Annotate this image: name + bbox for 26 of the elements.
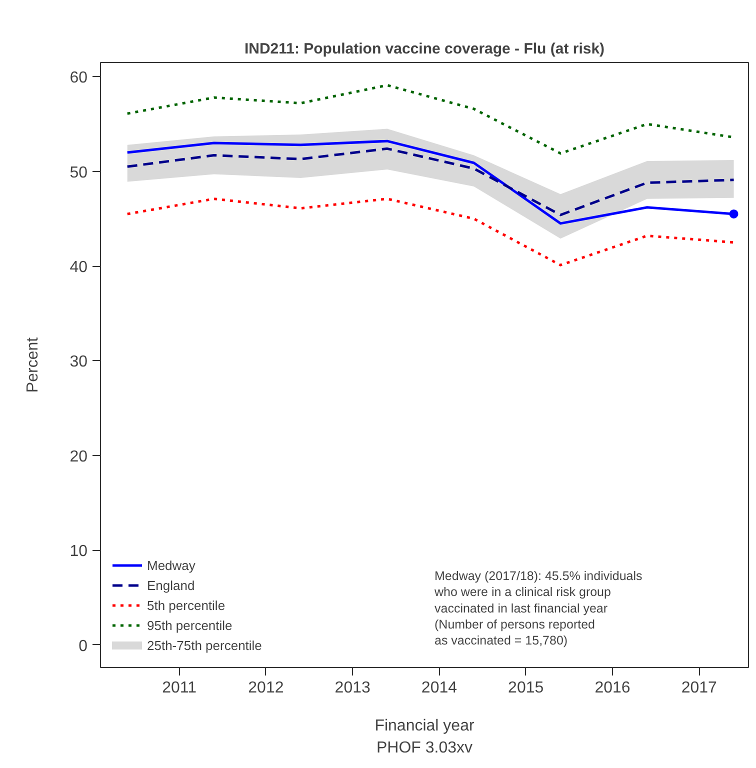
line-series <box>126 147 736 216</box>
legend-label: 95th percentile <box>147 618 232 632</box>
x-tick-label: 2016 <box>594 680 630 696</box>
legend-label: 25th-75th percentile <box>147 638 262 652</box>
y-tick-label: 50 <box>70 164 88 182</box>
legend-label: England <box>147 578 195 592</box>
y-tick-label: 40 <box>70 259 88 276</box>
x-tick-label: 2012 <box>248 680 284 696</box>
y-tick-label: 20 <box>70 448 88 466</box>
chart-title: IND211: Population vaccine coverage - Flu (at risk) <box>244 40 605 58</box>
y-axis-title: Percent <box>24 336 42 393</box>
text: PHOF 3.03xv <box>376 740 473 756</box>
legend-label: 5th percentile <box>147 598 226 612</box>
line-series <box>126 198 736 266</box>
y-tick-label: 30 <box>70 354 88 371</box>
x-tick-label: 2017 <box>681 680 718 696</box>
y-tick-label: 0 <box>78 638 88 655</box>
x-tick-label: 2013 <box>334 680 370 696</box>
legend-label: Medway <box>147 558 196 572</box>
annotation: Medway (2017/18): 45.5% individuals who were in a clinical risk group vaccinated in last financial year (Number of persons reported as vaccinated = 15,780) <box>434 569 642 648</box>
x-tick-label: 2011 <box>162 680 197 696</box>
x-tick-label: 2015 <box>508 680 544 696</box>
y-tick-label: 10 <box>70 543 88 560</box>
y-tick-label: 60 <box>70 70 88 87</box>
x-tick-label: 2014 <box>421 680 458 696</box>
x-axis-title: Financial year <box>374 718 475 734</box>
